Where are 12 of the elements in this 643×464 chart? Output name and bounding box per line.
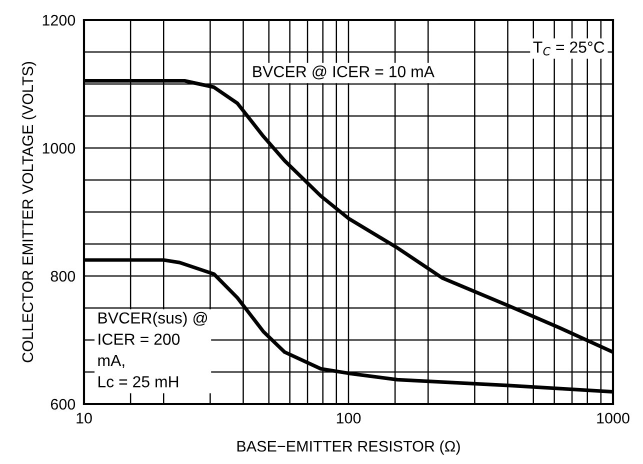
y-tick-label: 1000	[42, 142, 76, 154]
annotation: BVCER @ ICER = 10 mA	[253, 66, 434, 80]
annotation: BVCER(sus) @ ICER = 200 mA, Lc = 25 mH	[98, 312, 208, 388]
y-tick-label: 1200	[42, 14, 76, 26]
x-tick-label: 10	[76, 412, 92, 424]
y-tick-label: 600	[50, 398, 76, 410]
y-axis-title: COLLECTOR EMITTER VOLTAGE (VOLTS)	[22, 62, 36, 362]
annotation: T$_{C}$ = 25°C	[533, 42, 604, 56]
x-tick-label: 100	[336, 412, 361, 424]
x-tick-label: 1000	[597, 412, 630, 424]
y-tick-label: 800	[50, 270, 76, 282]
x-axis-title: BASE−EMITTER RESISTOR (Ω)	[237, 440, 460, 455]
